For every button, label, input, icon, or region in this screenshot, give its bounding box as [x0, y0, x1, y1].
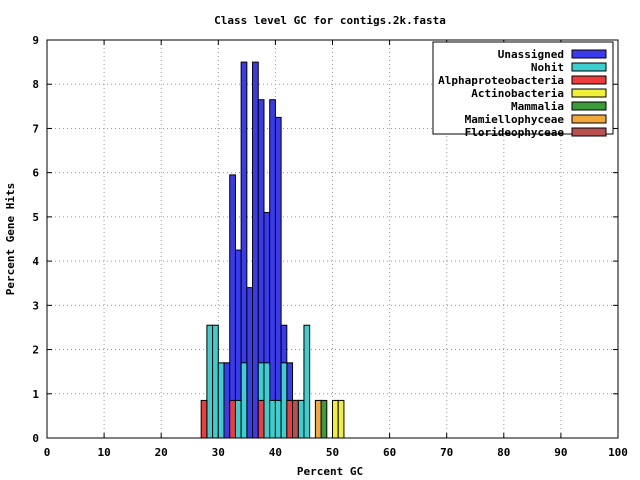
bar-unassigned: [229, 174, 236, 439]
legend-swatch: [571, 101, 607, 111]
x-tick-label: 70: [440, 446, 453, 459]
legend-swatch: [571, 88, 607, 98]
bar-nohit: [269, 399, 276, 439]
legend-label: Mamiellophyceae: [465, 113, 565, 126]
x-tick-label: 100: [608, 446, 628, 459]
legend-swatch: [571, 127, 607, 137]
legend-label: Mammalia: [511, 100, 564, 113]
legend-label: Florideophyceae: [465, 126, 565, 139]
y-tick-label: 1: [32, 388, 39, 401]
x-tick-label: 30: [212, 446, 225, 459]
bar-unassigned: [246, 287, 254, 439]
x-tick-label: 50: [326, 446, 339, 459]
bar-nohit: [303, 324, 311, 439]
bar-nohit: [297, 399, 305, 439]
bar-florideophyceae: [292, 399, 299, 439]
x-axis-label: Percent GC: [297, 465, 363, 478]
y-tick-label: 9: [32, 34, 39, 47]
x-tick-label: 90: [554, 446, 567, 459]
bar-nohit: [217, 362, 225, 439]
bar-mammalia: [320, 399, 328, 439]
bar-unassigned: [223, 362, 231, 439]
bar-nohit: [263, 362, 271, 439]
bar-nohit: [212, 324, 219, 439]
bar-unassigned: [252, 61, 259, 439]
bar-actinobacteria: [332, 399, 339, 439]
bar-nohit: [280, 362, 288, 439]
x-tick-label: 0: [44, 446, 51, 459]
legend-label: Actinobacteria: [471, 87, 564, 100]
x-tick-label: 60: [383, 446, 396, 459]
y-tick-label: 3: [32, 299, 39, 312]
legend-label: Nohit: [531, 61, 564, 74]
y-tick-label: 2: [32, 344, 39, 357]
x-tick-label: 40: [269, 446, 282, 459]
y-tick-label: 8: [32, 78, 39, 91]
bar-alphaproteobacteria: [229, 399, 236, 439]
x-tick-label: 20: [155, 446, 168, 459]
legend-label: Unassigned: [498, 48, 564, 61]
y-tick-label: 0: [32, 432, 39, 445]
chart-title: Class level GC for contigs.2k.fasta: [214, 14, 446, 27]
bar-nohit: [274, 399, 282, 439]
bar-nohit: [206, 324, 214, 439]
legend-swatch: [571, 114, 607, 124]
legend: UnassignedNohitAlphaproteobacteriaActino…: [432, 41, 614, 139]
bar-nohit: [240, 362, 248, 439]
bar-alphaproteobacteria: [200, 399, 208, 439]
x-tick-label: 80: [497, 446, 510, 459]
y-tick-label: 6: [32, 167, 39, 180]
legend-swatch: [571, 62, 607, 72]
legend-label: Alphaproteobacteria: [438, 74, 564, 87]
legend-swatch: [571, 49, 607, 59]
y-tick-label: 5: [32, 211, 39, 224]
bar-mamiellophyceae: [314, 399, 322, 439]
bar-actinobacteria: [337, 399, 345, 439]
legend-swatch: [571, 75, 607, 85]
bars: [200, 61, 345, 439]
bar-unassigned: [269, 99, 276, 439]
bar-unassigned: [274, 116, 282, 439]
y-axis-label: Percent Gene Hits: [4, 183, 17, 296]
bar-nohit: [234, 399, 242, 439]
bar-alphaproteobacteria: [257, 399, 265, 439]
y-tick-label: 4: [32, 255, 39, 268]
bar-alphaproteobacteria: [286, 399, 294, 439]
y-tick-label: 7: [32, 122, 39, 135]
x-tick-label: 10: [97, 446, 110, 459]
axis-ticks: 0 10 20 30 40 50 60 70 80 90 100 0 1 2 3 4 5 6 7 8 9: [32, 34, 628, 459]
